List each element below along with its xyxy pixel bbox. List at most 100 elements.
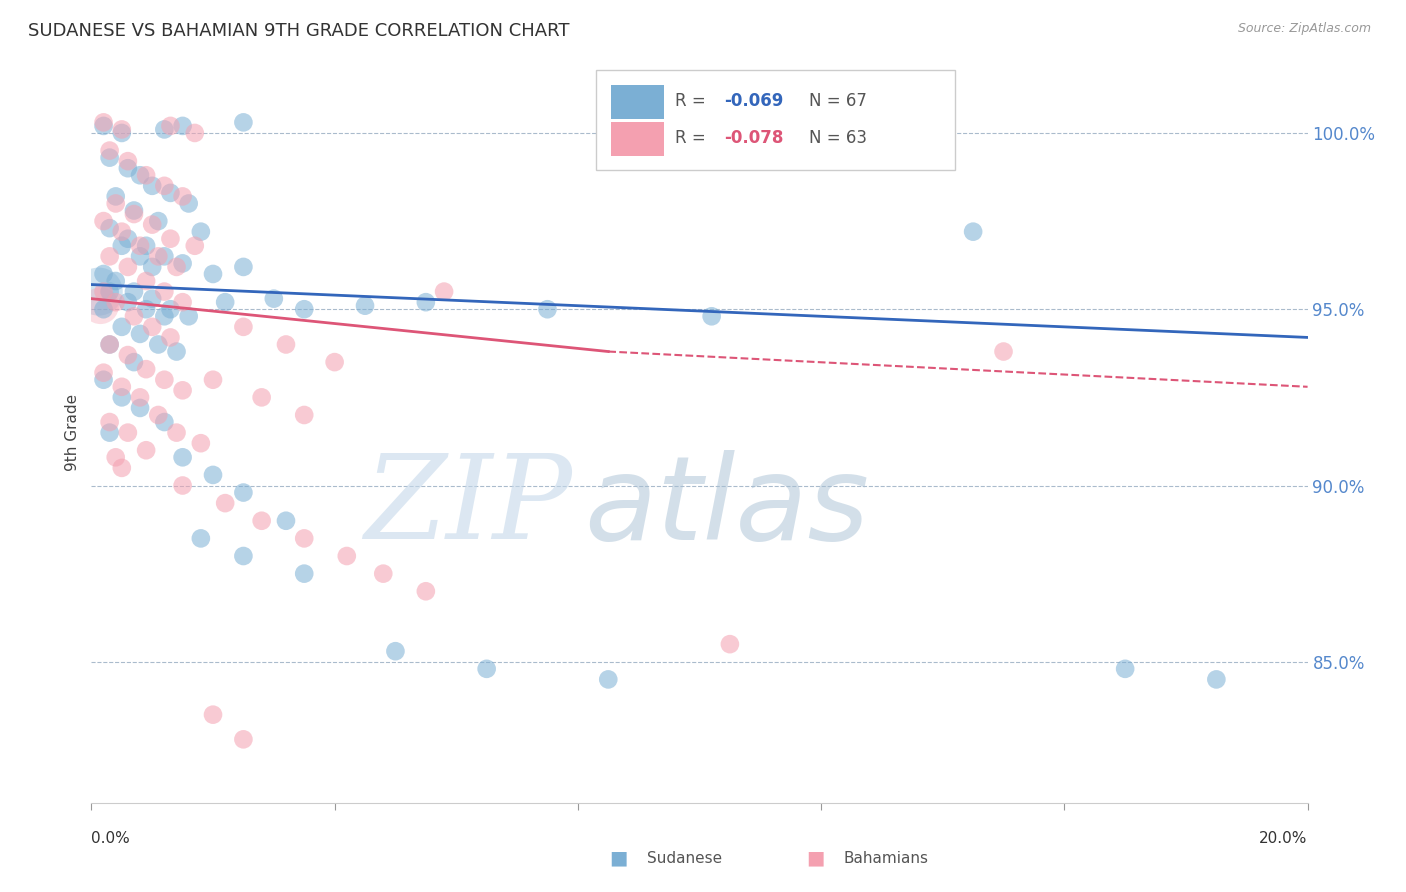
Point bbox=[87, 285, 110, 299]
Point bbox=[292, 532, 315, 546]
Point bbox=[122, 310, 145, 324]
Point bbox=[89, 299, 111, 313]
Text: N = 63: N = 63 bbox=[808, 129, 868, 147]
Point bbox=[232, 485, 254, 500]
Text: -0.069: -0.069 bbox=[724, 92, 783, 110]
Point bbox=[159, 119, 181, 133]
Point bbox=[122, 207, 145, 221]
Point bbox=[111, 122, 134, 136]
Point bbox=[93, 366, 115, 380]
Point bbox=[98, 337, 121, 351]
Point bbox=[153, 285, 176, 299]
Point bbox=[98, 285, 121, 299]
Point bbox=[292, 302, 315, 317]
Text: atlas: atlas bbox=[583, 450, 869, 564]
Point bbox=[135, 168, 157, 182]
Point bbox=[141, 319, 163, 334]
Point bbox=[250, 390, 273, 404]
Point bbox=[159, 232, 181, 246]
Point bbox=[598, 673, 620, 687]
Point bbox=[202, 707, 225, 722]
Text: Source: ZipAtlas.com: Source: ZipAtlas.com bbox=[1237, 22, 1371, 36]
Point bbox=[135, 302, 157, 317]
Point bbox=[153, 415, 176, 429]
Point bbox=[104, 274, 127, 288]
Point bbox=[172, 450, 194, 465]
Point bbox=[700, 310, 723, 324]
Point bbox=[129, 249, 152, 263]
Point bbox=[274, 337, 297, 351]
Text: R =: R = bbox=[675, 129, 711, 147]
Point bbox=[111, 319, 134, 334]
Point bbox=[718, 637, 741, 651]
Point bbox=[148, 249, 170, 263]
Point bbox=[98, 337, 121, 351]
Point bbox=[292, 566, 315, 581]
Point bbox=[993, 344, 1015, 359]
Text: Sudanese: Sudanese bbox=[647, 851, 721, 865]
Point bbox=[184, 239, 207, 253]
Point bbox=[202, 467, 225, 482]
Point bbox=[135, 362, 157, 376]
Point bbox=[117, 260, 139, 274]
Point bbox=[172, 384, 194, 398]
Text: R =: R = bbox=[675, 92, 711, 110]
Point bbox=[148, 214, 170, 228]
Text: ZIP: ZIP bbox=[364, 450, 572, 564]
Point bbox=[117, 295, 139, 310]
FancyBboxPatch shape bbox=[610, 85, 664, 119]
Point bbox=[117, 425, 139, 440]
Point bbox=[232, 115, 254, 129]
Point bbox=[122, 203, 145, 218]
Point bbox=[166, 425, 188, 440]
Point bbox=[141, 292, 163, 306]
Text: Bahamians: Bahamians bbox=[844, 851, 928, 865]
Point bbox=[93, 267, 115, 281]
Point bbox=[232, 319, 254, 334]
Point bbox=[263, 292, 285, 306]
Point bbox=[104, 196, 127, 211]
Point bbox=[323, 355, 346, 369]
Point bbox=[135, 239, 157, 253]
Point bbox=[190, 436, 212, 450]
Point bbox=[111, 461, 134, 475]
Point bbox=[1114, 662, 1136, 676]
Point bbox=[93, 285, 115, 299]
Point bbox=[373, 566, 395, 581]
Point bbox=[141, 260, 163, 274]
Point bbox=[117, 154, 139, 169]
Point bbox=[232, 732, 254, 747]
Point bbox=[153, 249, 176, 263]
Point bbox=[111, 126, 134, 140]
Text: ■: ■ bbox=[806, 848, 825, 868]
Point bbox=[93, 119, 115, 133]
Text: N = 67: N = 67 bbox=[808, 92, 868, 110]
Point bbox=[148, 408, 170, 422]
Point bbox=[1205, 673, 1227, 687]
Point bbox=[172, 478, 194, 492]
Point bbox=[129, 168, 152, 182]
FancyBboxPatch shape bbox=[610, 121, 664, 156]
Point bbox=[177, 196, 200, 211]
Point bbox=[98, 151, 121, 165]
Point bbox=[159, 330, 181, 344]
Point bbox=[98, 415, 121, 429]
Point bbox=[129, 326, 152, 341]
Point bbox=[111, 380, 134, 394]
Point bbox=[153, 122, 176, 136]
Point bbox=[190, 225, 212, 239]
Y-axis label: 9th Grade: 9th Grade bbox=[65, 394, 80, 471]
Point bbox=[98, 425, 121, 440]
Point bbox=[172, 189, 194, 203]
Point bbox=[214, 496, 236, 510]
Point bbox=[122, 355, 145, 369]
Point bbox=[232, 549, 254, 563]
Point bbox=[232, 260, 254, 274]
Point bbox=[104, 450, 127, 465]
Point bbox=[184, 126, 207, 140]
Point bbox=[190, 532, 212, 546]
Point bbox=[148, 337, 170, 351]
Text: -0.078: -0.078 bbox=[724, 129, 783, 147]
Point bbox=[93, 214, 115, 228]
Point bbox=[98, 221, 121, 235]
